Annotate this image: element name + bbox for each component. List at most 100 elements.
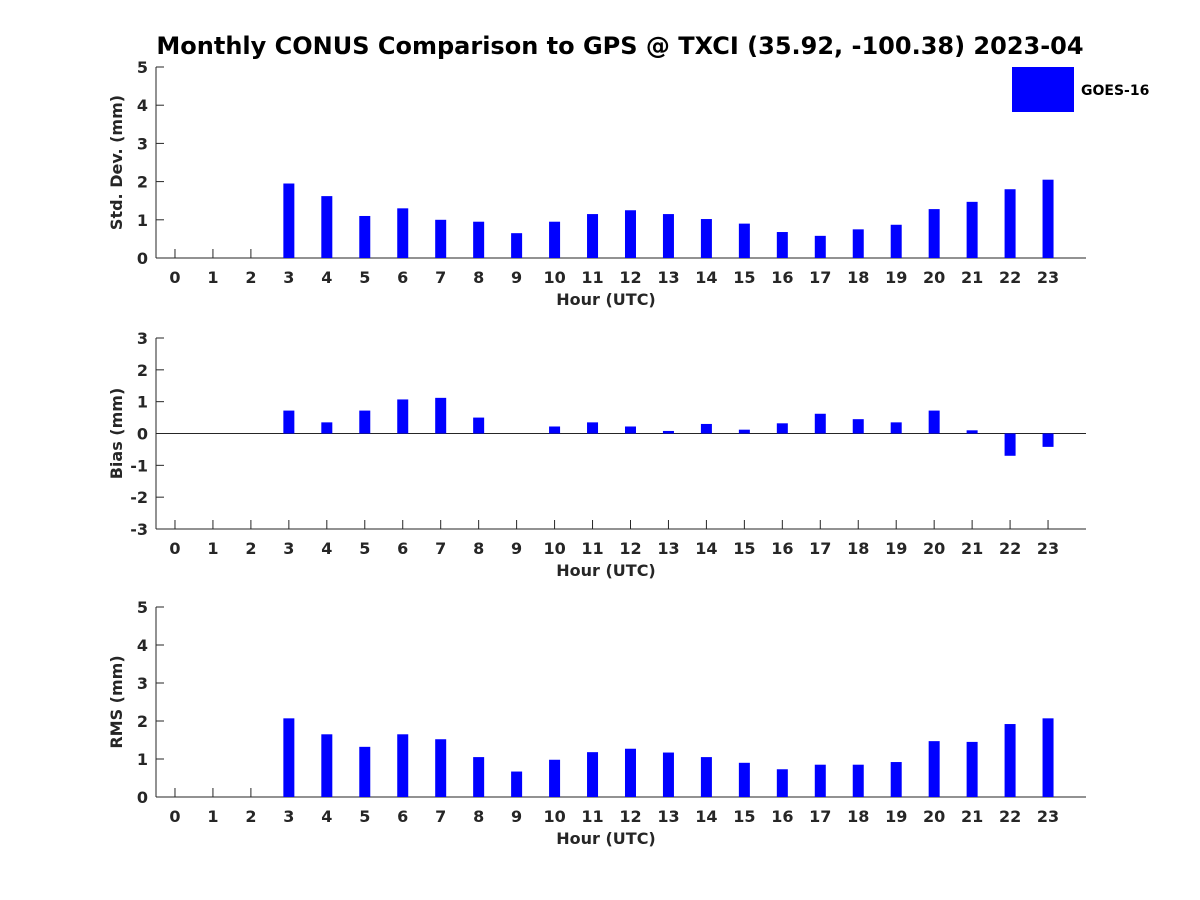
x-tick-label: 2	[245, 268, 256, 287]
x-tick-label: 15	[733, 807, 755, 826]
bar-rms-hour-12	[624, 748, 636, 797]
bar-std-hour-9	[511, 233, 523, 258]
bar-rms-hour-3	[283, 718, 295, 797]
y-tick-label: -1	[130, 456, 148, 475]
x-tick-label: 19	[885, 539, 907, 558]
bar-std-hour-19	[890, 224, 902, 258]
x-tick-label: 8	[473, 268, 484, 287]
legend-swatch	[1012, 67, 1074, 112]
x-tick-label: 17	[809, 268, 831, 287]
x-tick-label: 23	[1037, 807, 1059, 826]
y-tick-label: 1	[137, 211, 148, 230]
x-tick-label: 15	[733, 539, 755, 558]
x-tick-label: 20	[923, 807, 945, 826]
bar-bias-hour-10	[549, 426, 561, 434]
bar-bias-hour-4	[321, 422, 333, 434]
bar-rms-hour-23	[1042, 718, 1054, 797]
x-tick-label: 22	[999, 268, 1021, 287]
bar-bias-hour-11	[587, 422, 599, 434]
bar-std-hour-13	[662, 214, 674, 258]
y-tick-label: 0	[137, 249, 148, 268]
bar-bias-hour-23	[1042, 433, 1054, 447]
bar-bias-hour-13	[662, 430, 674, 434]
bar-bias-hour-17	[814, 413, 826, 434]
bar-bias-hour-16	[776, 423, 788, 434]
bar-rms-hour-13	[662, 752, 674, 797]
x-tick-label: 3	[283, 268, 294, 287]
x-tick-label: 21	[961, 807, 983, 826]
x-tick-label: 22	[999, 539, 1021, 558]
x-tick-label: 1	[207, 807, 218, 826]
bar-bias-hour-20	[928, 410, 940, 434]
bar-bias-hour-22	[1004, 433, 1016, 456]
x-tick-label: 23	[1037, 268, 1059, 287]
x-tick-label: 14	[695, 807, 717, 826]
bar-std-hour-7	[435, 219, 447, 258]
x-tick-label: 4	[321, 268, 332, 287]
x-tick-label: 10	[543, 539, 565, 558]
x-tick-label: 9	[511, 539, 522, 558]
figure-title: Monthly CONUS Comparison to GPS @ TXCI (…	[156, 32, 1083, 60]
bar-bias-hour-8	[473, 417, 485, 434]
legend: GOES-16	[1012, 67, 1149, 112]
bar-rms-hour-9	[511, 771, 523, 797]
bar-std-hour-17	[814, 235, 826, 258]
bar-bias-hour-5	[359, 410, 371, 434]
x-tick-label: 16	[771, 807, 793, 826]
x-tick-label: 14	[695, 268, 717, 287]
x-tick-label: 21	[961, 539, 983, 558]
x-tick-label: 18	[847, 807, 869, 826]
x-tick-label: 7	[435, 268, 446, 287]
x-tick-label: 14	[695, 539, 717, 558]
x-tick-label: 4	[321, 539, 332, 558]
x-tick-label: 18	[847, 539, 869, 558]
x-axis-label: Hour (UTC)	[556, 290, 656, 309]
x-tick-label: 0	[169, 807, 180, 826]
x-tick-label: 18	[847, 268, 869, 287]
bar-std-hour-4	[321, 196, 333, 258]
x-tick-label: 1	[207, 268, 218, 287]
bar-rms-hour-6	[397, 734, 409, 797]
x-tick-label: 23	[1037, 539, 1059, 558]
y-tick-label: 5	[137, 58, 148, 77]
bar-rms-hour-10	[549, 759, 561, 797]
x-tick-label: 11	[581, 807, 603, 826]
x-tick-label: 2	[245, 807, 256, 826]
bar-bias-hour-14	[700, 423, 712, 434]
x-tick-label: 7	[435, 539, 446, 558]
bar-rms-hour-8	[473, 757, 485, 797]
bar-std-hour-6	[397, 208, 409, 258]
x-tick-label: 19	[885, 807, 907, 826]
bar-rms-hour-17	[814, 764, 826, 797]
x-tick-label: 5	[359, 268, 370, 287]
bar-rms-hour-18	[852, 764, 864, 797]
x-tick-label: 4	[321, 807, 332, 826]
x-tick-label: 2	[245, 539, 256, 558]
y-tick-label: -3	[130, 520, 148, 539]
bar-bias-hour-3	[283, 410, 295, 434]
x-tick-label: 13	[657, 539, 679, 558]
x-axis-label: Hour (UTC)	[556, 829, 656, 848]
bar-std-hour-23	[1042, 179, 1054, 258]
y-tick-label: 3	[137, 134, 148, 153]
x-tick-label: 17	[809, 807, 831, 826]
x-tick-label: 6	[397, 268, 408, 287]
x-tick-label: 9	[511, 807, 522, 826]
bar-rms-hour-20	[928, 741, 940, 797]
y-tick-label: 1	[137, 393, 148, 412]
x-tick-label: 0	[169, 268, 180, 287]
bar-std-hour-20	[928, 209, 940, 258]
x-tick-label: 8	[473, 539, 484, 558]
y-tick-label: 2	[137, 712, 148, 731]
bar-bias-hour-12	[624, 426, 636, 434]
x-tick-label: 5	[359, 807, 370, 826]
bar-rms-hour-5	[359, 746, 371, 797]
bar-std-hour-11	[587, 214, 599, 258]
y-tick-label: 1	[137, 750, 148, 769]
y-axis-label: Bias (mm)	[107, 388, 126, 480]
bar-bias-hour-18	[852, 419, 864, 434]
